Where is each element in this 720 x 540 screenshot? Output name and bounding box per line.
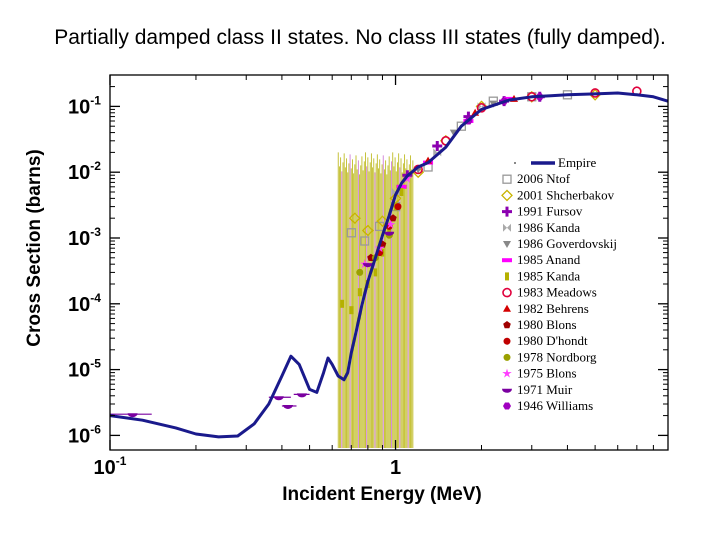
legend-marker — [502, 258, 512, 263]
data-point — [357, 288, 362, 297]
chart-title: Partially damped class II states. No cla… — [54, 26, 666, 49]
plot-frame — [109, 74, 669, 451]
data-point — [375, 221, 385, 232]
legend-label: 1971 Muir — [517, 382, 573, 397]
data-point — [399, 188, 404, 197]
data-point — [348, 212, 361, 225]
data-point — [376, 215, 389, 228]
legend-label: 1986 Goverdovskij — [517, 236, 617, 251]
legend-entry: 1985 Anand — [502, 252, 581, 267]
legend-entry: 1978 Nordborg — [503, 349, 597, 364]
legend-marker — [503, 241, 511, 248]
y-tick-label: 10-4 — [68, 291, 101, 316]
data-point — [385, 219, 396, 229]
data-point — [340, 299, 345, 308]
data-point — [296, 393, 307, 398]
axes-layer: 10-1 10-2 10-3 10-4 10-5 10-6 10-1 1 — [68, 75, 669, 479]
legend-marker — [503, 353, 511, 361]
data-point — [373, 268, 378, 277]
legend-dot — [514, 162, 516, 164]
legend-marker — [503, 304, 511, 312]
data-point — [362, 263, 373, 268]
data-point — [394, 203, 402, 211]
legend-label: 1982 Behrens — [517, 301, 589, 316]
y-tick-label: 10-1 — [68, 93, 101, 118]
data-point — [346, 228, 356, 238]
data-point — [282, 404, 293, 409]
legend-label: 1978 Nordborg — [517, 349, 597, 364]
y-tick-label: 10-2 — [68, 159, 101, 184]
legend-label: 1985 Anand — [517, 252, 581, 267]
legend-label: 2001 Shcherbakov — [517, 187, 615, 202]
legend-marker — [502, 174, 512, 184]
line-layer — [110, 91, 668, 439]
legend-marker — [503, 337, 511, 345]
data-point — [127, 413, 138, 418]
data-point — [356, 268, 364, 276]
x-tick-label: 1 — [390, 457, 401, 479]
legend-entry: 1980 Blons — [503, 317, 577, 332]
legend-entry: 1991 Fursov — [502, 204, 583, 219]
data-point — [349, 306, 354, 315]
legend-label: 1986 Kanda — [517, 220, 580, 235]
legend-entry: Empire — [514, 155, 596, 170]
legend-entry: 1982 Behrens — [503, 301, 589, 316]
legend-marker — [502, 206, 512, 217]
y-tick-label: 10-3 — [68, 225, 101, 250]
series-1971-muir — [127, 231, 395, 418]
y-axis-title: Cross Section (barns) — [24, 149, 45, 346]
legend-entry: 1980 D'hondt — [503, 333, 588, 348]
legend-marker — [503, 402, 511, 410]
legend-label: Empire — [558, 155, 596, 170]
x-axis-title: Incident Energy (MeV) — [282, 484, 482, 505]
data-point — [360, 236, 370, 246]
legend-entry: 1986 Goverdovskij — [503, 236, 617, 251]
legend-entry: 1985 Kanda — [505, 268, 580, 283]
legend-marker — [502, 368, 512, 378]
legend-marker — [505, 272, 509, 281]
legend-label: 1980 Blons — [517, 317, 577, 332]
legend-label: 1985 Kanda — [517, 268, 580, 283]
legend-label: 1975 Blons — [517, 366, 577, 381]
legend-entry: 1975 Blons — [502, 366, 577, 381]
legend-label: 1980 D'hondt — [517, 333, 588, 348]
data-point — [384, 231, 395, 236]
legend-entry: 1983 Meadows — [502, 285, 597, 300]
legend-entry: 1971 Muir — [502, 382, 573, 397]
data-point — [389, 214, 397, 222]
legend-entry: 2001 Shcherbakov — [501, 187, 615, 202]
legend-marker — [503, 321, 511, 329]
empire-line — [110, 91, 668, 439]
data-point — [432, 141, 443, 152]
legend-label: 2006 Ntof — [517, 171, 571, 186]
legend-marker — [502, 287, 512, 298]
data-point — [396, 184, 407, 189]
legend-label: 1983 Meadows — [517, 285, 597, 300]
data-point — [456, 121, 466, 131]
legend-marker — [503, 223, 511, 232]
legend-marker — [502, 388, 512, 393]
legend-entry: 2006 Ntof — [502, 171, 571, 186]
band-layer — [110, 152, 414, 448]
legend-marker — [501, 189, 513, 202]
legend-entry: 1986 Kanda — [503, 220, 580, 235]
y-tick-label: 10-6 — [68, 422, 101, 447]
legend-label: 1946 Williams — [517, 398, 593, 413]
legend-label: 1991 Fursov — [517, 204, 583, 219]
series-1985-anand — [396, 96, 515, 189]
y-tick-label: 10-5 — [68, 357, 101, 382]
legend-entry: 1946 Williams — [503, 398, 593, 413]
data-point — [273, 396, 284, 401]
data-point — [361, 224, 374, 237]
x-tick-label: 10-1 — [94, 454, 127, 479]
